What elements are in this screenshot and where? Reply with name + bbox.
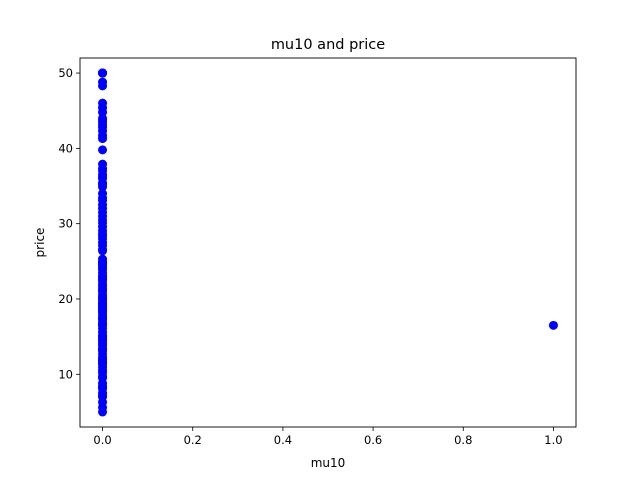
- data-point: [98, 259, 108, 269]
- data-point: [98, 344, 108, 354]
- data-point: [98, 274, 108, 284]
- y-tick-label: 20: [58, 292, 73, 306]
- data-point: [98, 285, 108, 295]
- x-tick-label: 0.2: [184, 433, 202, 447]
- x-tick-label: 0.4: [274, 433, 292, 447]
- data-point: [98, 159, 108, 169]
- y-tick-label: 30: [58, 217, 73, 231]
- x-axis-label: mu10: [311, 456, 346, 470]
- x-tick-label: 0.6: [364, 433, 382, 447]
- y-tick-label: 50: [58, 66, 73, 80]
- x-tick-label: 0.0: [93, 433, 111, 447]
- data-point: [98, 320, 108, 330]
- y-axis-label: price: [33, 228, 47, 258]
- data-point: [98, 307, 108, 317]
- data-point: [548, 320, 558, 330]
- data-point: [98, 98, 108, 108]
- data-point: [98, 372, 108, 382]
- y-axis-ticks: 10 20 30 40 50: [58, 66, 80, 381]
- x-tick-label: 1.0: [544, 433, 562, 447]
- points-layer: [98, 68, 558, 417]
- data-point: [98, 382, 108, 392]
- chart-title: mu10 and price: [271, 37, 385, 53]
- data-point: [98, 77, 108, 87]
- data-point: [98, 189, 108, 199]
- data-point: [98, 68, 108, 78]
- y-tick-label: 10: [58, 367, 73, 381]
- data-point: [98, 335, 108, 345]
- data-point: [98, 145, 108, 155]
- x-tick-label: 0.8: [454, 433, 472, 447]
- data-point: [98, 358, 108, 368]
- plot-frame: [79, 57, 577, 428]
- data-point: [98, 293, 108, 303]
- y-tick-label: 40: [58, 141, 73, 155]
- x-axis-ticks: 0.0 0.2 0.4 0.6 0.8 1.0: [93, 427, 563, 447]
